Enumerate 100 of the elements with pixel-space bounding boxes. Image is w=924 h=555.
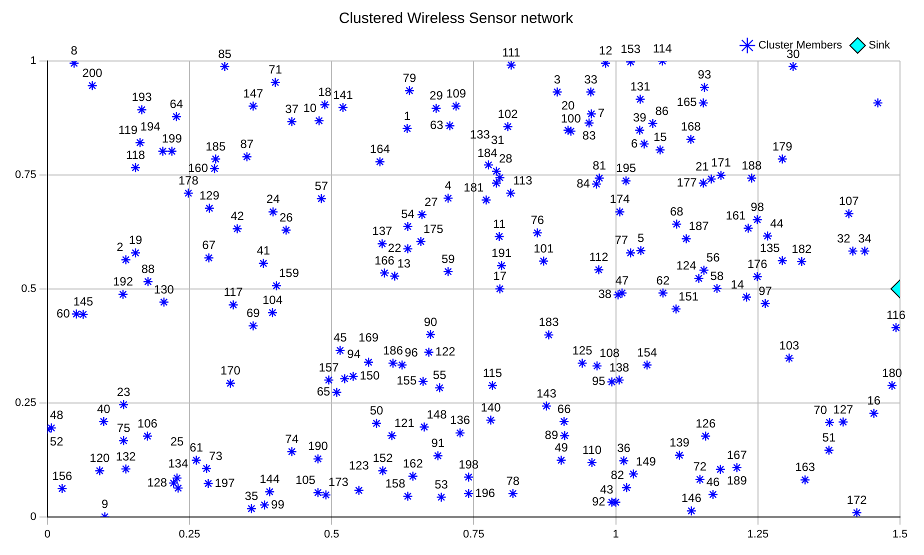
annotation: 64 (170, 96, 184, 111)
annotation: 2 (116, 240, 124, 254)
annotation: 55 (432, 368, 447, 382)
annotation: 12 (598, 44, 613, 58)
y-tick-label: 0.5 (21, 282, 36, 295)
annotation: 134 (168, 456, 188, 470)
annotation: 19 (128, 233, 143, 248)
annotation: 51 (822, 430, 836, 445)
annotation: 54 (401, 206, 415, 221)
annotation: 15 (653, 130, 668, 144)
annotation: 144 (260, 472, 280, 486)
annotation: 162 (402, 456, 424, 471)
annotation: 128 (147, 475, 168, 490)
annotation: 169 (358, 330, 379, 345)
annotation: 40 (97, 402, 111, 416)
annotation: 155 (396, 374, 417, 388)
annotation: 37 (285, 102, 299, 116)
annotation: 136 (450, 413, 470, 428)
annotation: 56 (706, 250, 720, 265)
annotation: 163 (795, 460, 816, 474)
annotation: 185 (206, 139, 226, 154)
annotation: 83 (582, 128, 596, 142)
annotation: 63 (430, 118, 444, 132)
annotation: 75 (116, 420, 131, 435)
annotation: 197 (214, 476, 236, 490)
annotation: 199 (162, 132, 182, 146)
annotation: 20 (561, 98, 576, 113)
annotation: 113 (513, 173, 533, 188)
annotation: 181 (464, 180, 484, 194)
annotation: 132 (116, 449, 136, 464)
annotation: 129 (199, 188, 220, 203)
x-tick-label: 1.25 (747, 528, 769, 540)
annotation: 35 (244, 488, 258, 503)
annotation: 121 (394, 416, 415, 430)
annotation: 29 (430, 88, 444, 103)
x-tick-label: 0.5 (324, 528, 340, 540)
annotation: 106 (137, 416, 158, 430)
annotation: 11 (493, 216, 506, 231)
annotation: 85 (218, 46, 232, 61)
annotation: 123 (348, 458, 370, 473)
annotation: 100 (560, 112, 582, 126)
annotation: 114 (652, 41, 672, 56)
annotation: 72 (693, 460, 707, 474)
annotation: 78 (506, 474, 520, 488)
annotation: 5 (637, 230, 644, 245)
y-tick-label: 0.75 (14, 168, 36, 181)
annotation: 119 (118, 122, 138, 137)
annotation: 43 (600, 482, 614, 497)
x-tick-label: 0 (44, 528, 50, 540)
annotation: 175 (423, 222, 444, 236)
annotation: 190 (308, 439, 328, 454)
annotation: 71 (268, 62, 282, 77)
annotation: 117 (224, 285, 244, 300)
annotation: 3 (554, 72, 561, 86)
y-tick-label: 0 (30, 510, 36, 523)
annotation: 92 (592, 494, 606, 509)
annotation: 97 (758, 284, 772, 298)
annotation: 135 (760, 240, 780, 255)
annotation: 94 (347, 347, 361, 362)
annotation: 46 (706, 474, 720, 489)
annotation: 45 (333, 330, 348, 345)
x-tick-label: 1 (612, 528, 619, 540)
annotation: 61 (190, 440, 204, 455)
annotation: 69 (246, 306, 260, 320)
annotation: 77 (614, 233, 628, 248)
annotation: 21 (695, 159, 710, 174)
annotation: 133 (470, 128, 490, 142)
annotation: 50 (370, 404, 384, 418)
annotation: 44 (770, 216, 784, 230)
annotation: 125 (572, 344, 593, 358)
annotation: 93 (698, 68, 712, 82)
annotation: 187 (688, 219, 710, 234)
annotation: 87 (240, 137, 254, 152)
annotation: 99 (271, 497, 285, 512)
annotation: 164 (370, 142, 390, 156)
annotation: 167 (726, 448, 748, 462)
annotation: 31 (490, 133, 505, 148)
annotation: 14 (730, 277, 744, 292)
annotation: 60 (56, 306, 70, 320)
annotation: 154 (637, 345, 658, 360)
annotation: 112 (589, 250, 609, 264)
annotation: 172 (846, 493, 868, 508)
annotation: 74 (285, 432, 299, 446)
annotation: 147 (243, 86, 264, 100)
annotation: 198 (458, 457, 479, 472)
annotation: 49 (554, 440, 568, 455)
annotation: 124 (676, 258, 697, 273)
annotation: 96 (404, 345, 418, 360)
annotation: 171 (710, 156, 732, 170)
y-tick-label: 1 (30, 55, 36, 68)
annotation: 10 (303, 101, 317, 116)
annotation: 182 (792, 242, 812, 256)
annotation: 25 (170, 434, 184, 448)
annotation: 157 (318, 360, 340, 374)
annotation: 81 (592, 158, 606, 172)
annotation: 143 (536, 386, 557, 400)
annotation: 131 (630, 80, 651, 94)
annotation: 196 (475, 486, 496, 500)
annotation: 95 (592, 374, 606, 388)
annotation: 39 (632, 110, 647, 125)
